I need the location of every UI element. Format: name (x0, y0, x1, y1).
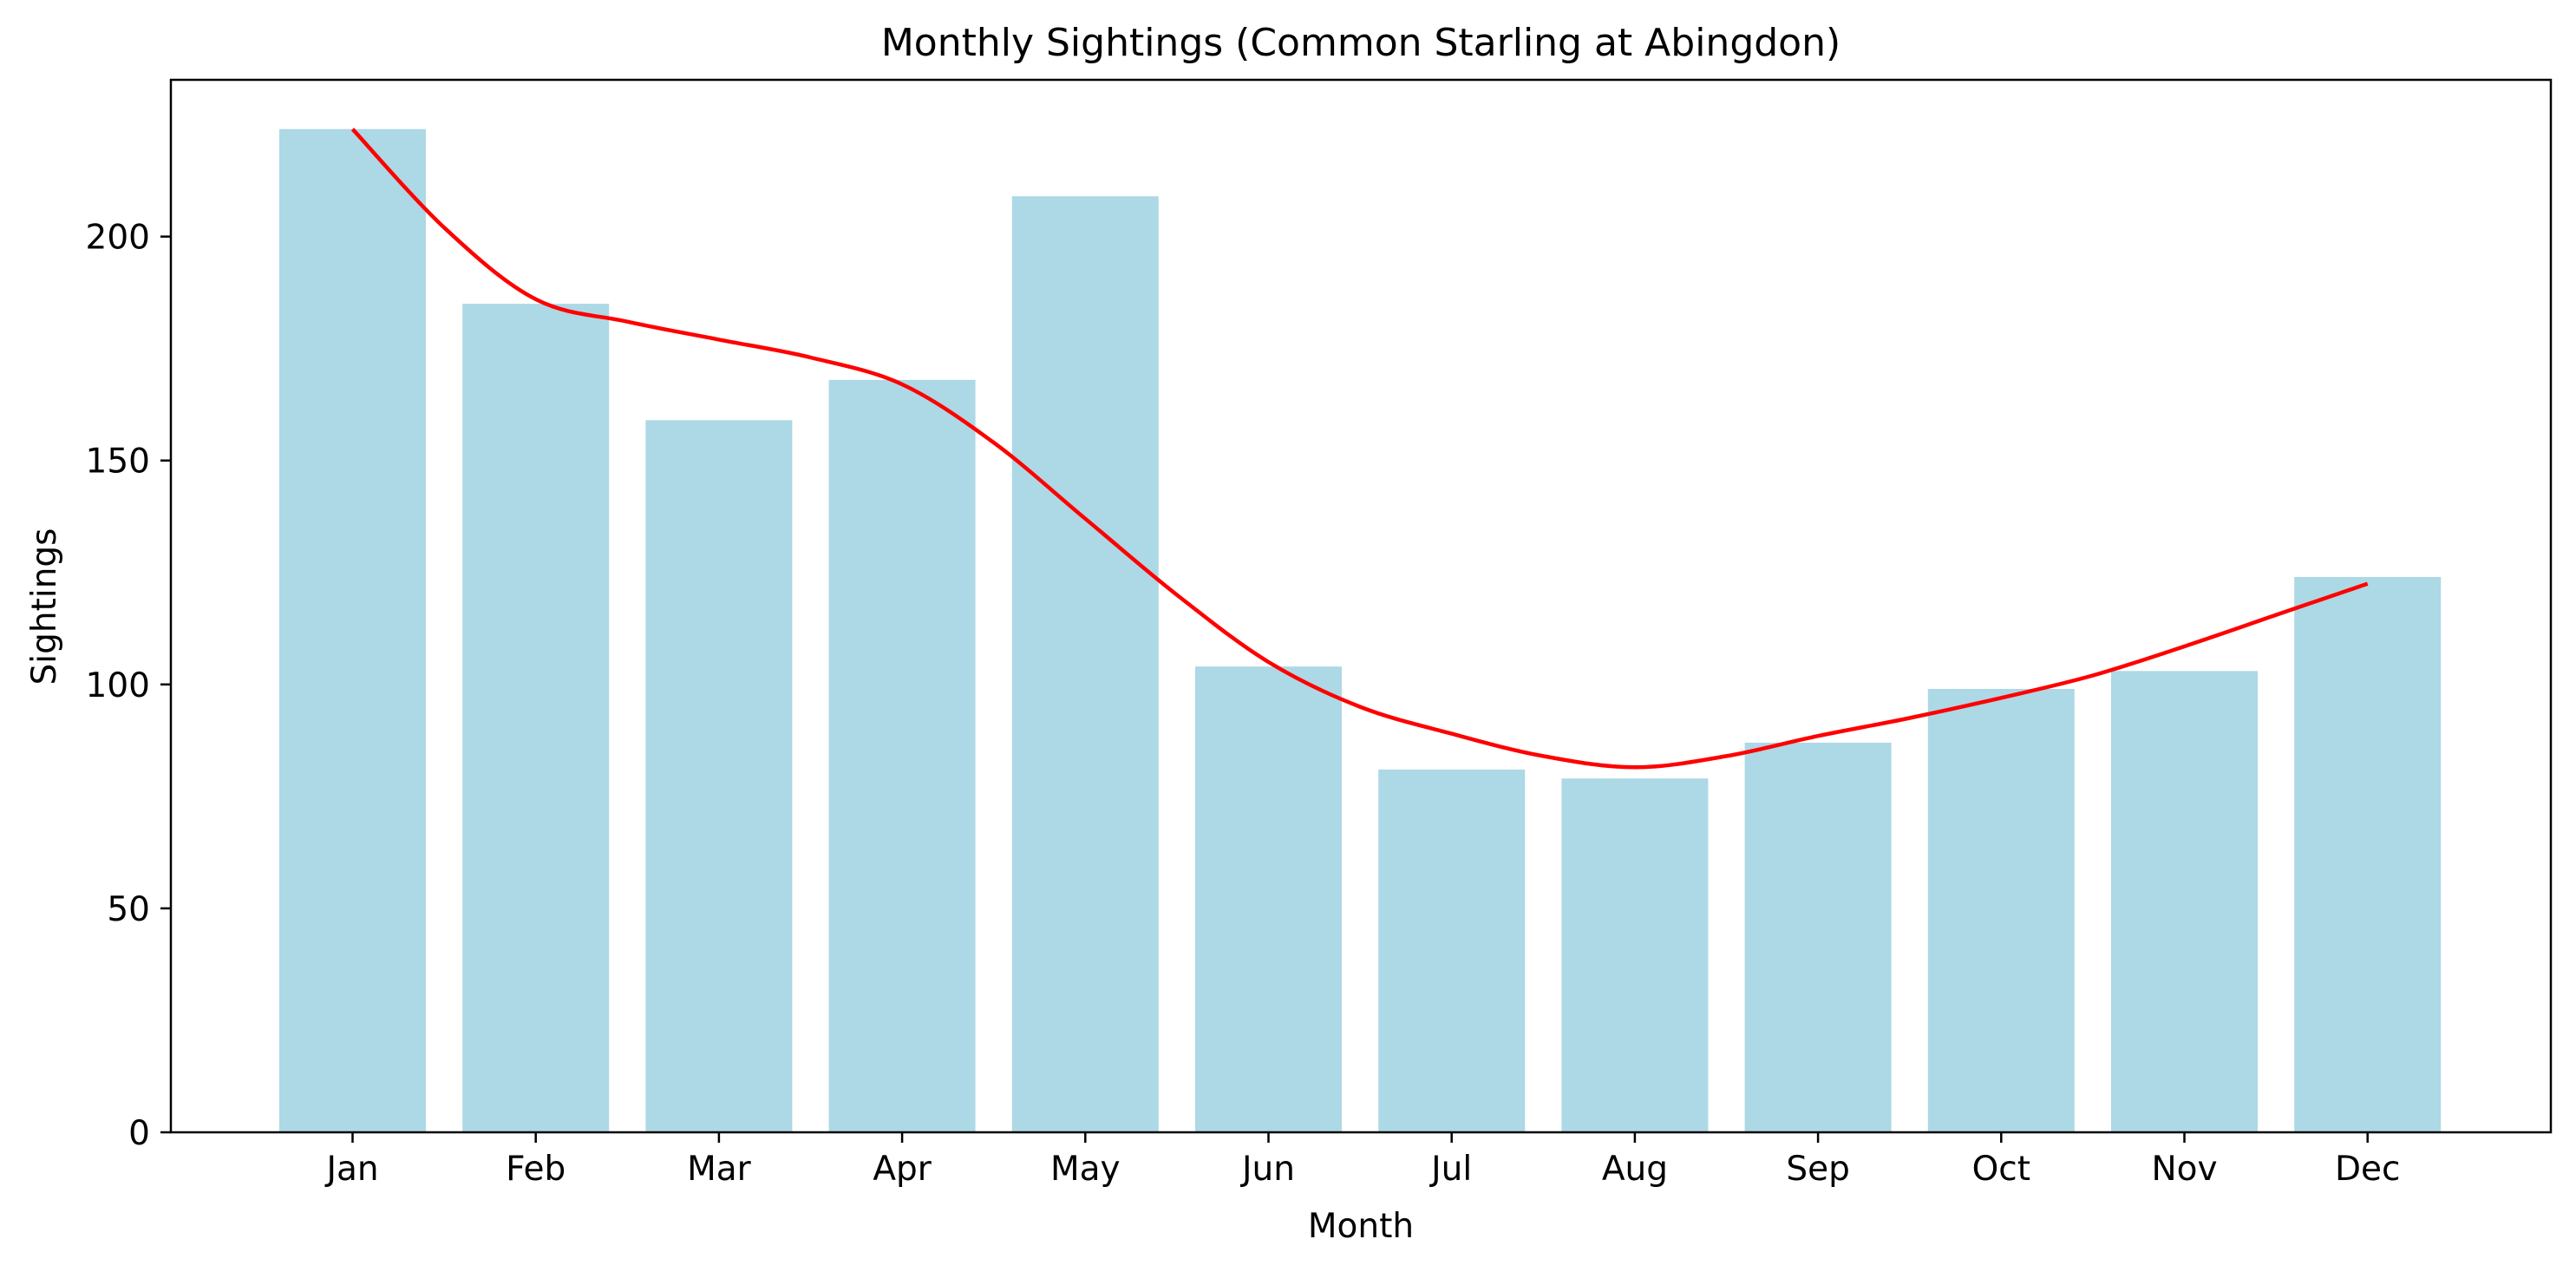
trend-line (350, 128, 2369, 770)
x-tick-label-nov: Nov (2151, 1150, 2217, 1189)
x-tick-label-jun: Jun (1239, 1150, 1295, 1189)
bar-mar (645, 420, 793, 1132)
x-tick-label-sep: Sep (1786, 1150, 1850, 1189)
bar-jul (1378, 769, 1526, 1132)
bar-feb (462, 304, 610, 1133)
y-tick-label-150: 150 (86, 443, 150, 482)
x-tick-label-may: May (1050, 1150, 1121, 1189)
bar-jan (279, 128, 426, 1133)
bars-layer (279, 128, 2442, 1133)
bar-nov (2111, 671, 2258, 1132)
x-tick-label-aug: Aug (1602, 1150, 1668, 1189)
x-tick-label-oct: Oct (1972, 1150, 2030, 1189)
bar-sep (1744, 742, 1892, 1132)
x-tick-label-feb: Feb (506, 1150, 566, 1189)
ticks-layer: Jan Feb Mar Apr May Jun Jul Aug Sep Oct Nov Dec 0 50 1… (86, 219, 2401, 1189)
x-tick-label-mar: Mar (687, 1150, 752, 1189)
x-axis-label: Month (1308, 1207, 1414, 1246)
x-tick-label-dec: Dec (2335, 1150, 2400, 1189)
y-tick-label-0: 0 (128, 1114, 150, 1153)
trend-layer (350, 128, 2369, 770)
x-tick-label-jan: Jan (324, 1150, 378, 1189)
y-tick-label-100: 100 (86, 666, 150, 705)
bar-may (1011, 196, 1159, 1133)
bar-apr (828, 379, 976, 1132)
y-tick-label-50: 50 (107, 890, 150, 929)
x-tick-label-apr: Apr (873, 1150, 932, 1189)
plot-frame (169, 78, 2553, 1134)
bar-oct (1927, 688, 2075, 1132)
chart-title: Monthly Sightings (Common Starling at Ab… (881, 21, 1840, 65)
bar-dec (2294, 576, 2442, 1132)
y-axis-label: Sightings (25, 528, 64, 685)
bar-aug (1561, 778, 1709, 1132)
y-tick-label-200: 200 (86, 219, 150, 258)
x-tick-label-jul: Jul (1429, 1150, 1472, 1189)
bar-jun (1195, 666, 1342, 1132)
